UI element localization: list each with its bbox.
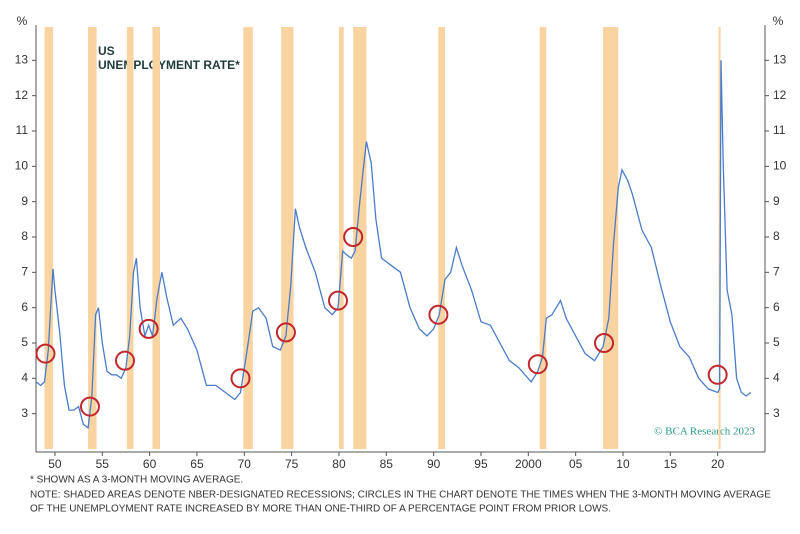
y-axis-label-right: %: [773, 14, 784, 28]
recession-band: [126, 27, 134, 449]
y-tick-label: 8: [773, 229, 780, 243]
recession-band: [88, 27, 97, 449]
x-tick-label: 75: [285, 457, 299, 471]
footnote: NOTE: SHADED AREAS DENOTE NBER-DESIGNATE…: [30, 490, 771, 501]
signal-circle: [428, 304, 449, 325]
y-tick-label: 13: [15, 53, 29, 67]
chart-subtitle: UNEMPLOYMENT RATE*: [98, 58, 240, 72]
chart-title: US: [98, 44, 115, 58]
footnote: OF THE UNEMPLOYMENT RATE INCREASED BY MO…: [30, 504, 611, 515]
signal-circle: [114, 350, 135, 371]
y-tick-label: 9: [773, 194, 780, 208]
y-tick-label: 6: [773, 300, 780, 314]
x-tick-label: 05: [569, 457, 583, 471]
signal-circle: [328, 290, 349, 311]
x-tick-label: 20: [711, 457, 725, 471]
x-tick-label: 80: [332, 457, 346, 471]
x-tick-label: 60: [143, 457, 157, 471]
signal-circle: [275, 322, 296, 343]
y-tick-label: 10: [773, 159, 787, 173]
recession-band: [539, 27, 547, 449]
x-tick-label: 2000: [515, 457, 542, 471]
x-tick-label: 70: [238, 457, 252, 471]
footnote: * SHOWN AS A 3-MONTH MOVING AVERAGE.: [30, 475, 243, 486]
line-series: [35, 60, 752, 429]
y-tick-label: 12: [15, 88, 29, 102]
signal-circle: [230, 368, 251, 389]
recession-band: [338, 27, 344, 449]
signal-circle: [343, 227, 364, 247]
signal-circle: [707, 364, 728, 385]
signal-circle: [527, 354, 548, 375]
x-tick-label: 65: [190, 457, 204, 471]
recession-band: [353, 27, 367, 449]
x-tick-label: 90: [427, 457, 441, 471]
y-tick-label: 11: [773, 123, 786, 137]
y-tick-label: 5: [21, 335, 28, 349]
recession-band: [44, 27, 54, 449]
x-tick-label: 10: [616, 457, 630, 471]
signal-circle: [594, 333, 615, 353]
y-tick-label: 8: [21, 229, 28, 243]
y-tick-label: 3: [773, 406, 780, 420]
signal-circle: [79, 396, 100, 417]
x-tick-label: 95: [474, 457, 488, 471]
y-tick-label: 7: [21, 265, 28, 279]
y-tick-label: 12: [773, 88, 787, 102]
signal-circle: [35, 343, 56, 364]
recession-band: [281, 27, 294, 449]
y-tick-label: 4: [21, 371, 28, 385]
y-tick-label: 3: [21, 406, 28, 420]
y-tick-label: 7: [773, 265, 780, 279]
x-tick-label: 55: [96, 457, 110, 471]
recession-band: [603, 27, 619, 449]
signal-circle: [138, 318, 159, 339]
y-tick-label: 11: [16, 123, 29, 137]
recession-band: [438, 27, 445, 449]
y-axis-label-left: %: [17, 14, 28, 28]
recession-band: [152, 27, 161, 449]
y-tick-label: 10: [15, 159, 29, 173]
x-tick-label: 50: [48, 457, 62, 471]
y-tick-label: 9: [21, 194, 28, 208]
y-tick-label: 4: [773, 371, 780, 385]
y-tick-label: 13: [773, 53, 787, 67]
x-tick-label: 85: [380, 457, 394, 471]
y-tick-label: 6: [21, 300, 28, 314]
y-tick-label: 5: [773, 335, 780, 349]
recession-band: [243, 27, 253, 449]
credit: © BCA Research 2023: [654, 426, 755, 438]
x-tick-label: 15: [664, 457, 678, 471]
